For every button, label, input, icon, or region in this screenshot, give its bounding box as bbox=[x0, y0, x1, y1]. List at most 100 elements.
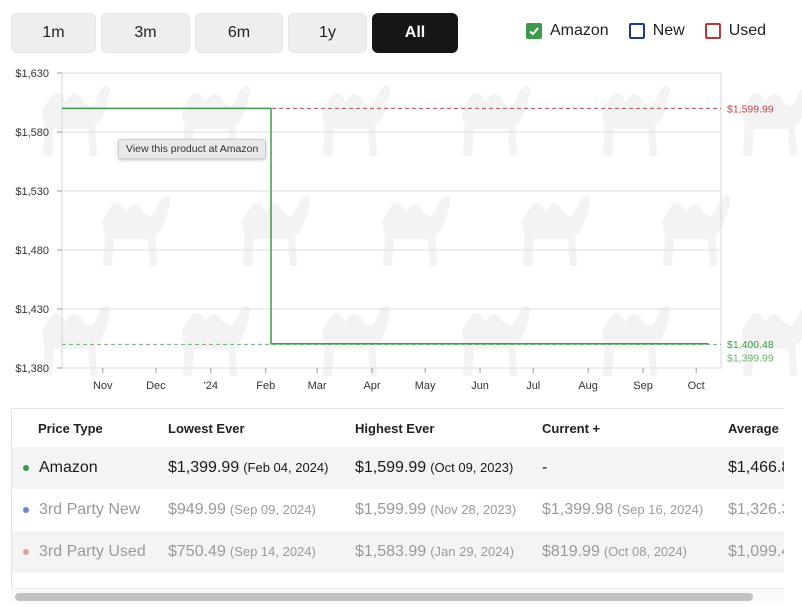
x-tick-label: Feb bbox=[256, 380, 275, 392]
average-price: $1,099.4 bbox=[728, 543, 784, 560]
price-type-name: 3rd Party Used bbox=[39, 543, 146, 560]
current-price: - bbox=[542, 459, 548, 476]
y-axis: $1,630 $1,580 $1,530 $1,480 $1,430 $1,380 bbox=[15, 68, 62, 375]
range-button-all[interactable]: All bbox=[372, 13, 458, 53]
y-tick-label: $1,530 bbox=[15, 186, 49, 198]
legend-toggle-used[interactable]: Used bbox=[704, 22, 767, 40]
checkbox-icon[interactable] bbox=[628, 23, 645, 39]
range-selector: 1m 3m 6m 1y All bbox=[11, 13, 458, 53]
range-button-1y[interactable]: 1y bbox=[288, 13, 367, 53]
current-cell: - bbox=[542, 459, 547, 477]
lowest-cell: $949.99 (Sep 09, 2024) bbox=[168, 501, 316, 519]
lowest-price: $1,399.99 bbox=[168, 459, 240, 476]
y-tick-label: $1,630 bbox=[15, 68, 49, 80]
camel-watermark-icon bbox=[42, 305, 111, 376]
x-tick-label: Nov bbox=[93, 380, 113, 392]
price-type-cell: 3rd Party Used bbox=[23, 543, 146, 561]
y-tick-label: $1,380 bbox=[15, 363, 49, 375]
average-price: $1,326.3 bbox=[728, 501, 784, 518]
lowest-price: $949.99 bbox=[168, 501, 226, 518]
range-button-1m[interactable]: 1m bbox=[11, 13, 96, 53]
series-legend: Amazon New Used bbox=[526, 22, 766, 40]
price-labels: $1,599.99 $1,399.99$1,400.48 bbox=[727, 103, 774, 364]
x-tick-label: Sep bbox=[633, 380, 653, 392]
x-axis: Nov Dec '24 Feb Mar Apr May Jun Jul Aug Sep Oct bbox=[93, 368, 705, 392]
camel-watermark-icon bbox=[322, 305, 391, 376]
camel-watermark-icon bbox=[382, 195, 451, 266]
x-tick-label: Mar bbox=[308, 380, 327, 392]
legend-label-new: New bbox=[652, 22, 685, 39]
legend-toggle-amazon[interactable]: Amazon bbox=[526, 22, 609, 40]
chart-tooltip[interactable]: View this product at Amazon bbox=[118, 139, 267, 159]
series-dot-icon bbox=[23, 507, 29, 513]
highest-price: $1,583.99 bbox=[355, 543, 427, 560]
highest-date: (Jan 29, 2024) bbox=[430, 544, 515, 559]
table-row: 3rd Party Used $750.49 (Sep 14, 2024) $1,… bbox=[12, 531, 784, 573]
camel-watermark-icon bbox=[462, 85, 531, 156]
lowest-price: $750.49 bbox=[168, 543, 226, 560]
camel-watermark-icon bbox=[602, 85, 671, 156]
average-cell: $1,326.3 bbox=[728, 501, 784, 519]
camel-watermark-icon bbox=[42, 85, 111, 156]
reference-label: $1,399.99 bbox=[727, 352, 774, 364]
checkbox-checked-icon[interactable] bbox=[526, 23, 542, 39]
current-date: (Oct 08, 2024) bbox=[603, 544, 687, 559]
camel-watermark-icon bbox=[182, 305, 251, 376]
camel-watermark-icon bbox=[462, 305, 531, 376]
current-price-label: $1,400.48 bbox=[727, 339, 774, 351]
checkbox-icon[interactable] bbox=[704, 23, 721, 39]
highest-date: (Nov 28, 2023) bbox=[430, 502, 517, 517]
x-tick-label: Jul bbox=[526, 380, 540, 392]
chart-grid bbox=[61, 72, 722, 369]
camel-watermark-icon bbox=[242, 195, 311, 266]
lowest-date: (Sep 09, 2024) bbox=[229, 502, 316, 517]
range-button-3m[interactable]: 3m bbox=[101, 13, 190, 53]
highest-date: (Oct 09, 2023) bbox=[430, 460, 514, 475]
camel-watermark-icon bbox=[102, 195, 171, 266]
highest-price: $1,599.99 bbox=[355, 501, 427, 518]
highest-cell: $1,599.99 (Nov 28, 2023) bbox=[355, 501, 516, 519]
price-type-cell: Amazon bbox=[23, 459, 98, 477]
camel-watermark-icon bbox=[182, 85, 251, 156]
lowest-cell: $1,399.99 (Feb 04, 2024) bbox=[168, 459, 328, 477]
camel-watermark bbox=[42, 85, 802, 376]
lowest-date: (Sep 14, 2024) bbox=[229, 544, 316, 559]
camel-watermark-icon bbox=[322, 85, 391, 156]
price-history-chart[interactable]: $1,630 $1,580 $1,530 $1,480 $1,430 $1,380 Nov… bbox=[0, 60, 802, 395]
camel-watermark-icon bbox=[742, 88, 802, 156]
x-tick-label: Aug bbox=[578, 380, 598, 392]
scrollbar-thumb[interactable] bbox=[15, 593, 753, 601]
average-cell: $1,099.4 bbox=[728, 543, 784, 561]
current-cell: $1,399.98 (Sep 16, 2024) bbox=[542, 501, 703, 519]
range-button-6m[interactable]: 6m bbox=[195, 13, 283, 53]
x-tick-label: Jun bbox=[471, 380, 489, 392]
table-row: 3rd Party New $949.99 (Sep 09, 2024) $1,5… bbox=[12, 489, 784, 531]
camel-watermark-icon bbox=[662, 195, 731, 266]
price-table: Price Type Lowest Ever Highest Ever Curr… bbox=[11, 408, 784, 604]
price-type-name: Amazon bbox=[39, 459, 98, 476]
price-type-name: 3rd Party New bbox=[39, 501, 141, 518]
column-header-current: Current + bbox=[542, 420, 601, 436]
x-tick-label: '24 bbox=[204, 380, 218, 392]
lowest-cell: $750.49 (Sep 14, 2024) bbox=[168, 543, 316, 561]
x-tick-label: Dec bbox=[146, 380, 166, 392]
series-dot-icon bbox=[23, 465, 29, 471]
x-tick-label: May bbox=[415, 380, 436, 392]
highest-price: $1,599.99 bbox=[355, 459, 427, 476]
y-tick-label: $1,580 bbox=[15, 127, 49, 139]
average-cell: $1,466.8 bbox=[728, 459, 784, 477]
current-date: (Sep 16, 2024) bbox=[617, 502, 704, 517]
y-tick-label: $1,480 bbox=[15, 245, 49, 257]
legend-label-used: Used bbox=[728, 22, 767, 39]
legend-toggle-new[interactable]: New bbox=[628, 22, 685, 40]
series-dot-icon bbox=[23, 549, 29, 555]
highest-cell: $1,599.99 (Oct 09, 2023) bbox=[355, 459, 513, 477]
column-header-highest: Highest Ever bbox=[355, 420, 435, 436]
x-tick-label: Apr bbox=[363, 380, 380, 392]
legend-label-amazon: Amazon bbox=[550, 22, 609, 39]
column-header-lowest: Lowest Ever bbox=[168, 420, 245, 436]
reference-label: $1,599.99 bbox=[727, 103, 774, 115]
horizontal-scrollbar[interactable] bbox=[11, 588, 784, 604]
current-price: $1,399.98 bbox=[542, 501, 614, 518]
series-lines bbox=[62, 107, 709, 345]
